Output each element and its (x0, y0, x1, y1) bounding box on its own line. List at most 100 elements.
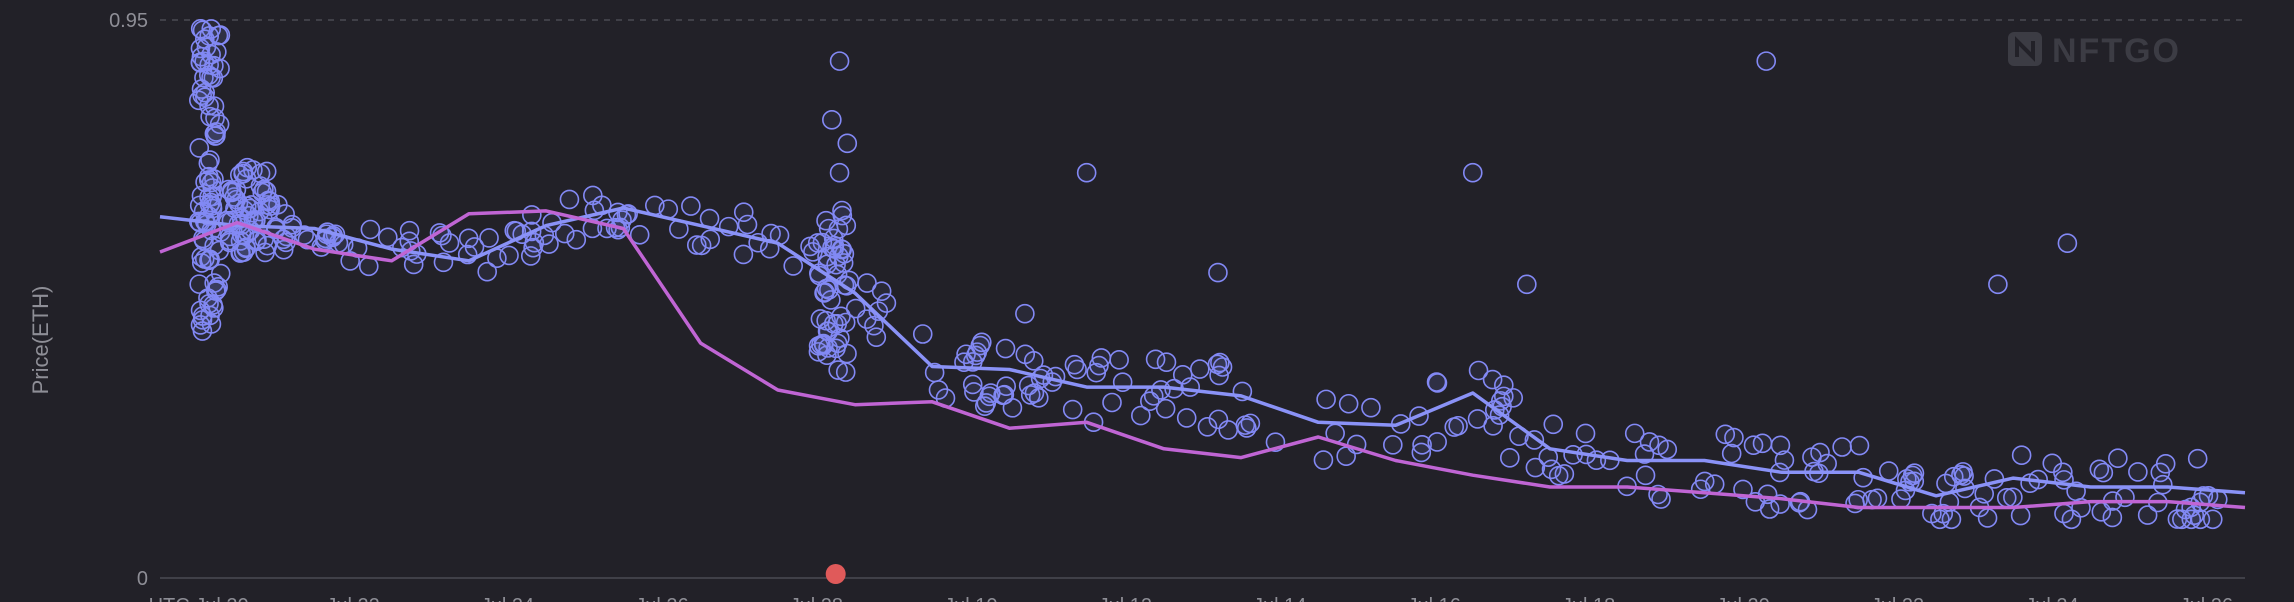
x-tick-label: Jul 26 (2180, 595, 2233, 602)
scatter-point (1131, 405, 1151, 426)
scatter-point (2020, 473, 2040, 494)
scatter-point (439, 233, 460, 253)
scatter-point (818, 218, 839, 239)
scatter-point (1482, 369, 1503, 390)
scatter-point (856, 309, 877, 329)
scatter-point (808, 342, 829, 362)
scatter-point (1575, 423, 1596, 444)
scatter-point (2003, 487, 2023, 508)
scatter-point (2054, 503, 2074, 524)
x-tick-label: Jul 14 (1253, 595, 1306, 602)
scatter-point (254, 179, 274, 200)
scatter-point (1468, 360, 1489, 381)
scatter-point (566, 229, 587, 250)
x-axis-ticks: UTC Jul 20 Jul 22 Jul 24 Jul 26 Jul 28 Jul 10… (149, 595, 2233, 602)
y-axis-ticks: 0.95 0 (109, 10, 148, 590)
scatter-point (1218, 420, 1239, 440)
scatter-point (255, 242, 275, 263)
scatter-point (559, 189, 580, 210)
nftgo-watermark: NFTGO (2008, 32, 2179, 70)
scatter-point (835, 362, 856, 382)
scatter-point (1774, 450, 1795, 470)
scatter-point (2202, 509, 2223, 530)
floor-price-line (159, 209, 2246, 510)
y-tick-label: 0.95 (109, 10, 148, 32)
scatter-point (201, 19, 222, 39)
scatter-point (1543, 414, 1564, 435)
scatter-point (980, 383, 1001, 403)
scatter-point (2053, 462, 2073, 483)
scatter-point (629, 225, 650, 245)
scatter-point (1721, 443, 1742, 464)
scatter-point (1383, 435, 1403, 455)
scatter-point (1634, 444, 1655, 464)
nftgo-logo-mark (2015, 36, 2035, 62)
scatter-point (1102, 392, 1122, 413)
scatter-point (207, 42, 227, 62)
scatter-point (1743, 435, 1764, 455)
x-tick-label: Jul 26 (635, 595, 688, 602)
scatter-point (240, 198, 260, 219)
scatter-point (1462, 162, 1483, 183)
scatter-point (1076, 162, 1097, 183)
scatter-point (189, 274, 209, 294)
scatter-point (479, 228, 499, 248)
scatter-point (1109, 350, 1129, 370)
x-tick-label: Jul 28 (790, 595, 843, 602)
scatter-layer (188, 18, 2228, 530)
scatter-point (1849, 435, 1870, 456)
scatter-point (1190, 359, 1210, 379)
scatter-point (1426, 372, 1447, 392)
scatter-point (826, 338, 846, 359)
scatter-point (1361, 397, 1381, 418)
y-tick-label: 0 (137, 568, 148, 590)
scatter-point (189, 138, 210, 158)
scatter-point (1943, 466, 1964, 487)
scatter-point (783, 256, 804, 276)
x-tick-label: Jul 16 (1407, 595, 1460, 602)
scatter-point (1845, 493, 1865, 514)
scatter-point (1427, 432, 1447, 452)
scatter-point (189, 90, 209, 111)
event-marker[interactable] (825, 564, 846, 584)
scatter-point (1988, 274, 2008, 295)
line-layer (159, 206, 2246, 510)
scatter-point (2137, 505, 2158, 525)
scatter-point (1704, 474, 1725, 494)
scatter-point (956, 344, 976, 365)
scatter-point (995, 338, 1016, 359)
scatter-point (1649, 435, 1669, 456)
scatter-point (1023, 351, 1044, 371)
scatter-point (1151, 380, 1171, 400)
scatter-point (1802, 447, 1822, 467)
scatter-point (522, 205, 542, 225)
scatter-point (2057, 233, 2078, 253)
scatter-point (2093, 462, 2114, 483)
scatter-point (554, 223, 575, 244)
scatter-point (871, 281, 892, 302)
x-tick-label: UTC Jul 20 (149, 595, 249, 602)
scatter-point (1018, 375, 1039, 396)
scatter-point (1444, 417, 1465, 437)
x-tick-label: Jul 18 (1562, 595, 1615, 602)
x-tick-label: Jul 20 (1716, 595, 1769, 602)
scatter-point (221, 182, 242, 203)
scatter-point (2011, 445, 2032, 466)
scatter-point (1313, 450, 1334, 470)
scatter-point (219, 232, 240, 253)
scatter-point (1062, 399, 1083, 420)
scatter-point (837, 133, 858, 154)
scatter-point (236, 169, 257, 189)
scatter-point (1756, 51, 1777, 71)
scatter-point (1770, 435, 1791, 456)
marker-layer (825, 564, 846, 584)
scatter-point (273, 239, 294, 260)
scatter-point (282, 214, 302, 235)
scatter-point (200, 106, 220, 127)
scatter-point (1517, 274, 1537, 295)
scatter-point (691, 235, 712, 256)
x-tick-label: Jul 22 (326, 595, 379, 602)
scatter-point (236, 237, 256, 258)
scatter-point (2155, 453, 2176, 474)
